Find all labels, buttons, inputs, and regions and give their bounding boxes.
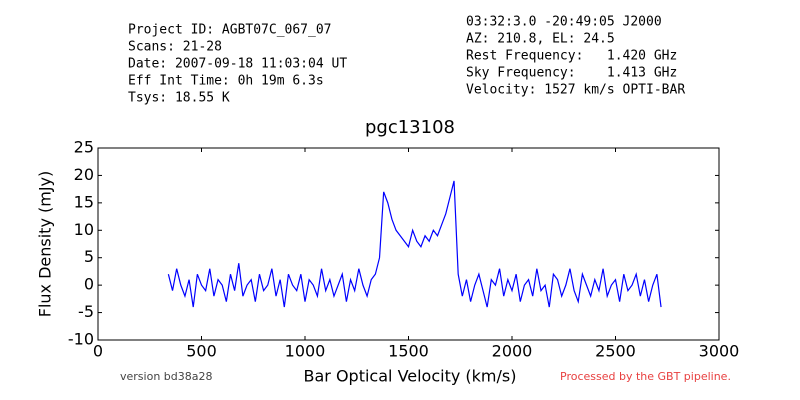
x-tick-label: 1000 <box>285 342 326 361</box>
header-line: Sky Frequency: 1.413 GHz <box>466 66 677 81</box>
x-tick-label: 0 <box>93 342 103 361</box>
x-axis-label: Bar Optical Velocity (km/s) <box>304 367 517 386</box>
y-tick-label: 5 <box>84 247 94 266</box>
pipeline-note: Processed by the GBT pipeline. <box>560 370 731 383</box>
x-tick-label: 500 <box>186 342 217 361</box>
y-tick-label: -5 <box>78 302 94 321</box>
x-tick-label: 1500 <box>388 342 429 361</box>
header-line: Scans: 21-28 <box>128 40 222 55</box>
x-tick-label: 3000 <box>699 342 740 361</box>
y-axis-label: Flux Density (mJy) <box>36 171 55 318</box>
header-line: Date: 2007-09-18 11:03:04 UT <box>128 57 347 72</box>
header-line: Project ID: AGBT07C_067_07 <box>128 23 332 38</box>
header-line: 03:32:3.0 -20:49:05 J2000 <box>466 15 662 30</box>
header-line: Velocity: 1527 km/s OPTI-BAR <box>466 83 685 98</box>
header-line: Eff Int Time: 0h 19m 6.3s <box>128 74 324 89</box>
header-line: AZ: 210.8, EL: 24.5 <box>466 32 615 47</box>
y-tick-label: 10 <box>74 220 94 239</box>
plot-frame <box>97 147 720 341</box>
y-tick-label: -10 <box>68 330 94 349</box>
chart-title: pgc13108 <box>365 117 455 138</box>
header-line: Tsys: 18.55 K <box>128 91 230 106</box>
spectrum-line <box>167 180 662 308</box>
y-tick-label: 25 <box>74 138 94 157</box>
y-tick-label: 0 <box>84 275 94 294</box>
version-note: version bd38a28 <box>120 370 213 383</box>
x-tick-label: 2000 <box>492 342 533 361</box>
x-tick-label: 2500 <box>595 342 636 361</box>
header-line: Rest Frequency: 1.420 GHz <box>466 49 677 64</box>
y-tick-label: 15 <box>74 192 94 211</box>
y-tick-label: 20 <box>74 165 94 184</box>
